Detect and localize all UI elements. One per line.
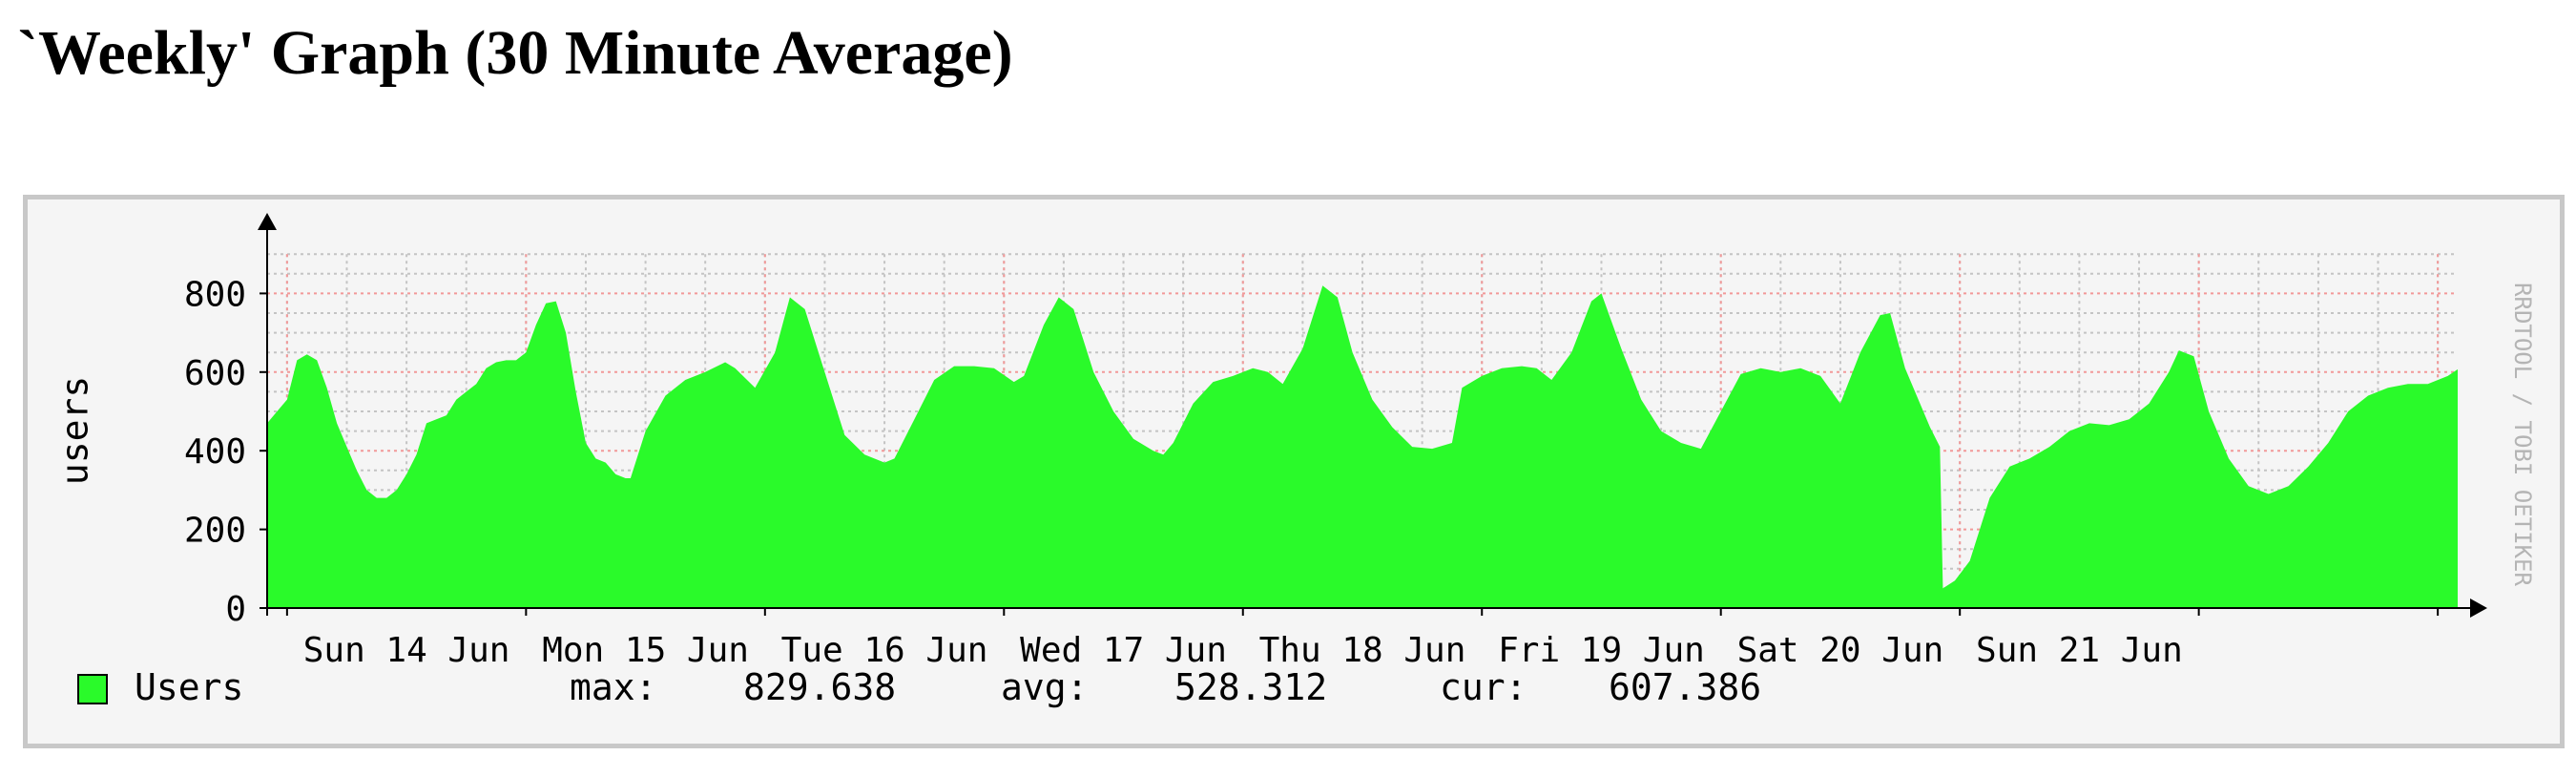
legend-swatch [77, 674, 108, 704]
y-tick-label: 800 [184, 275, 246, 314]
series-area-group [267, 285, 2458, 608]
chart: 0 200 400 600 800 Sun 14 Jun Mon 15 Jun Tue 16… [54, 213, 2536, 708]
y-tick-label: 0 [225, 590, 246, 629]
y-tick-label: 600 [184, 354, 246, 393]
x-axis-arrow [2470, 598, 2487, 618]
y-tick-label: 400 [184, 432, 246, 472]
legend-avg-label: avg: [1001, 666, 1089, 708]
y-axis-label: users [54, 376, 96, 485]
page-title: `Weekly' Graph (30 Minute Average) [17, 18, 1013, 88]
legend: Users max: 829.638 avg: 528.312 cur: 607… [77, 666, 1761, 708]
series-area [267, 285, 2458, 608]
axes [258, 213, 2487, 618]
x-tick-label: Sun 21 Jun [1976, 631, 2183, 670]
x-tick-label: Sat 20 Jun [1737, 631, 1944, 670]
x-tick-label: Mon 15 Jun [542, 631, 749, 670]
watermark: RRDTOOL / TOBI OETIKER [2509, 283, 2536, 586]
legend-cur-value: 607.386 [1609, 666, 1761, 708]
legend-cur-label: cur: [1440, 666, 1527, 708]
graph-frame: 0 200 400 600 800 Sun 14 Jun Mon 15 Jun Tue 16… [23, 195, 2565, 748]
x-tick-label: Sun 14 Jun [303, 631, 510, 670]
x-tick-label: Tue 16 Jun [781, 631, 988, 670]
x-tick-label: Thu 18 Jun [1259, 631, 1466, 670]
x-tick-label: Fri 19 Jun [1498, 631, 1705, 670]
legend-max-value: 829.638 [743, 666, 896, 708]
y-tick-labels: 0 200 400 600 800 [184, 275, 246, 629]
legend-avg-value: 528.312 [1174, 666, 1327, 708]
y-axis-arrow [258, 213, 277, 230]
legend-max-label: max: [570, 666, 657, 708]
x-tick-labels: Sun 14 Jun Mon 15 Jun Tue 16 Jun Wed 17 Jun… [303, 631, 2183, 670]
y-tick-label: 200 [184, 512, 246, 551]
legend-series-label: Users [135, 666, 243, 708]
x-tick-label: Wed 17 Jun [1020, 631, 1227, 670]
